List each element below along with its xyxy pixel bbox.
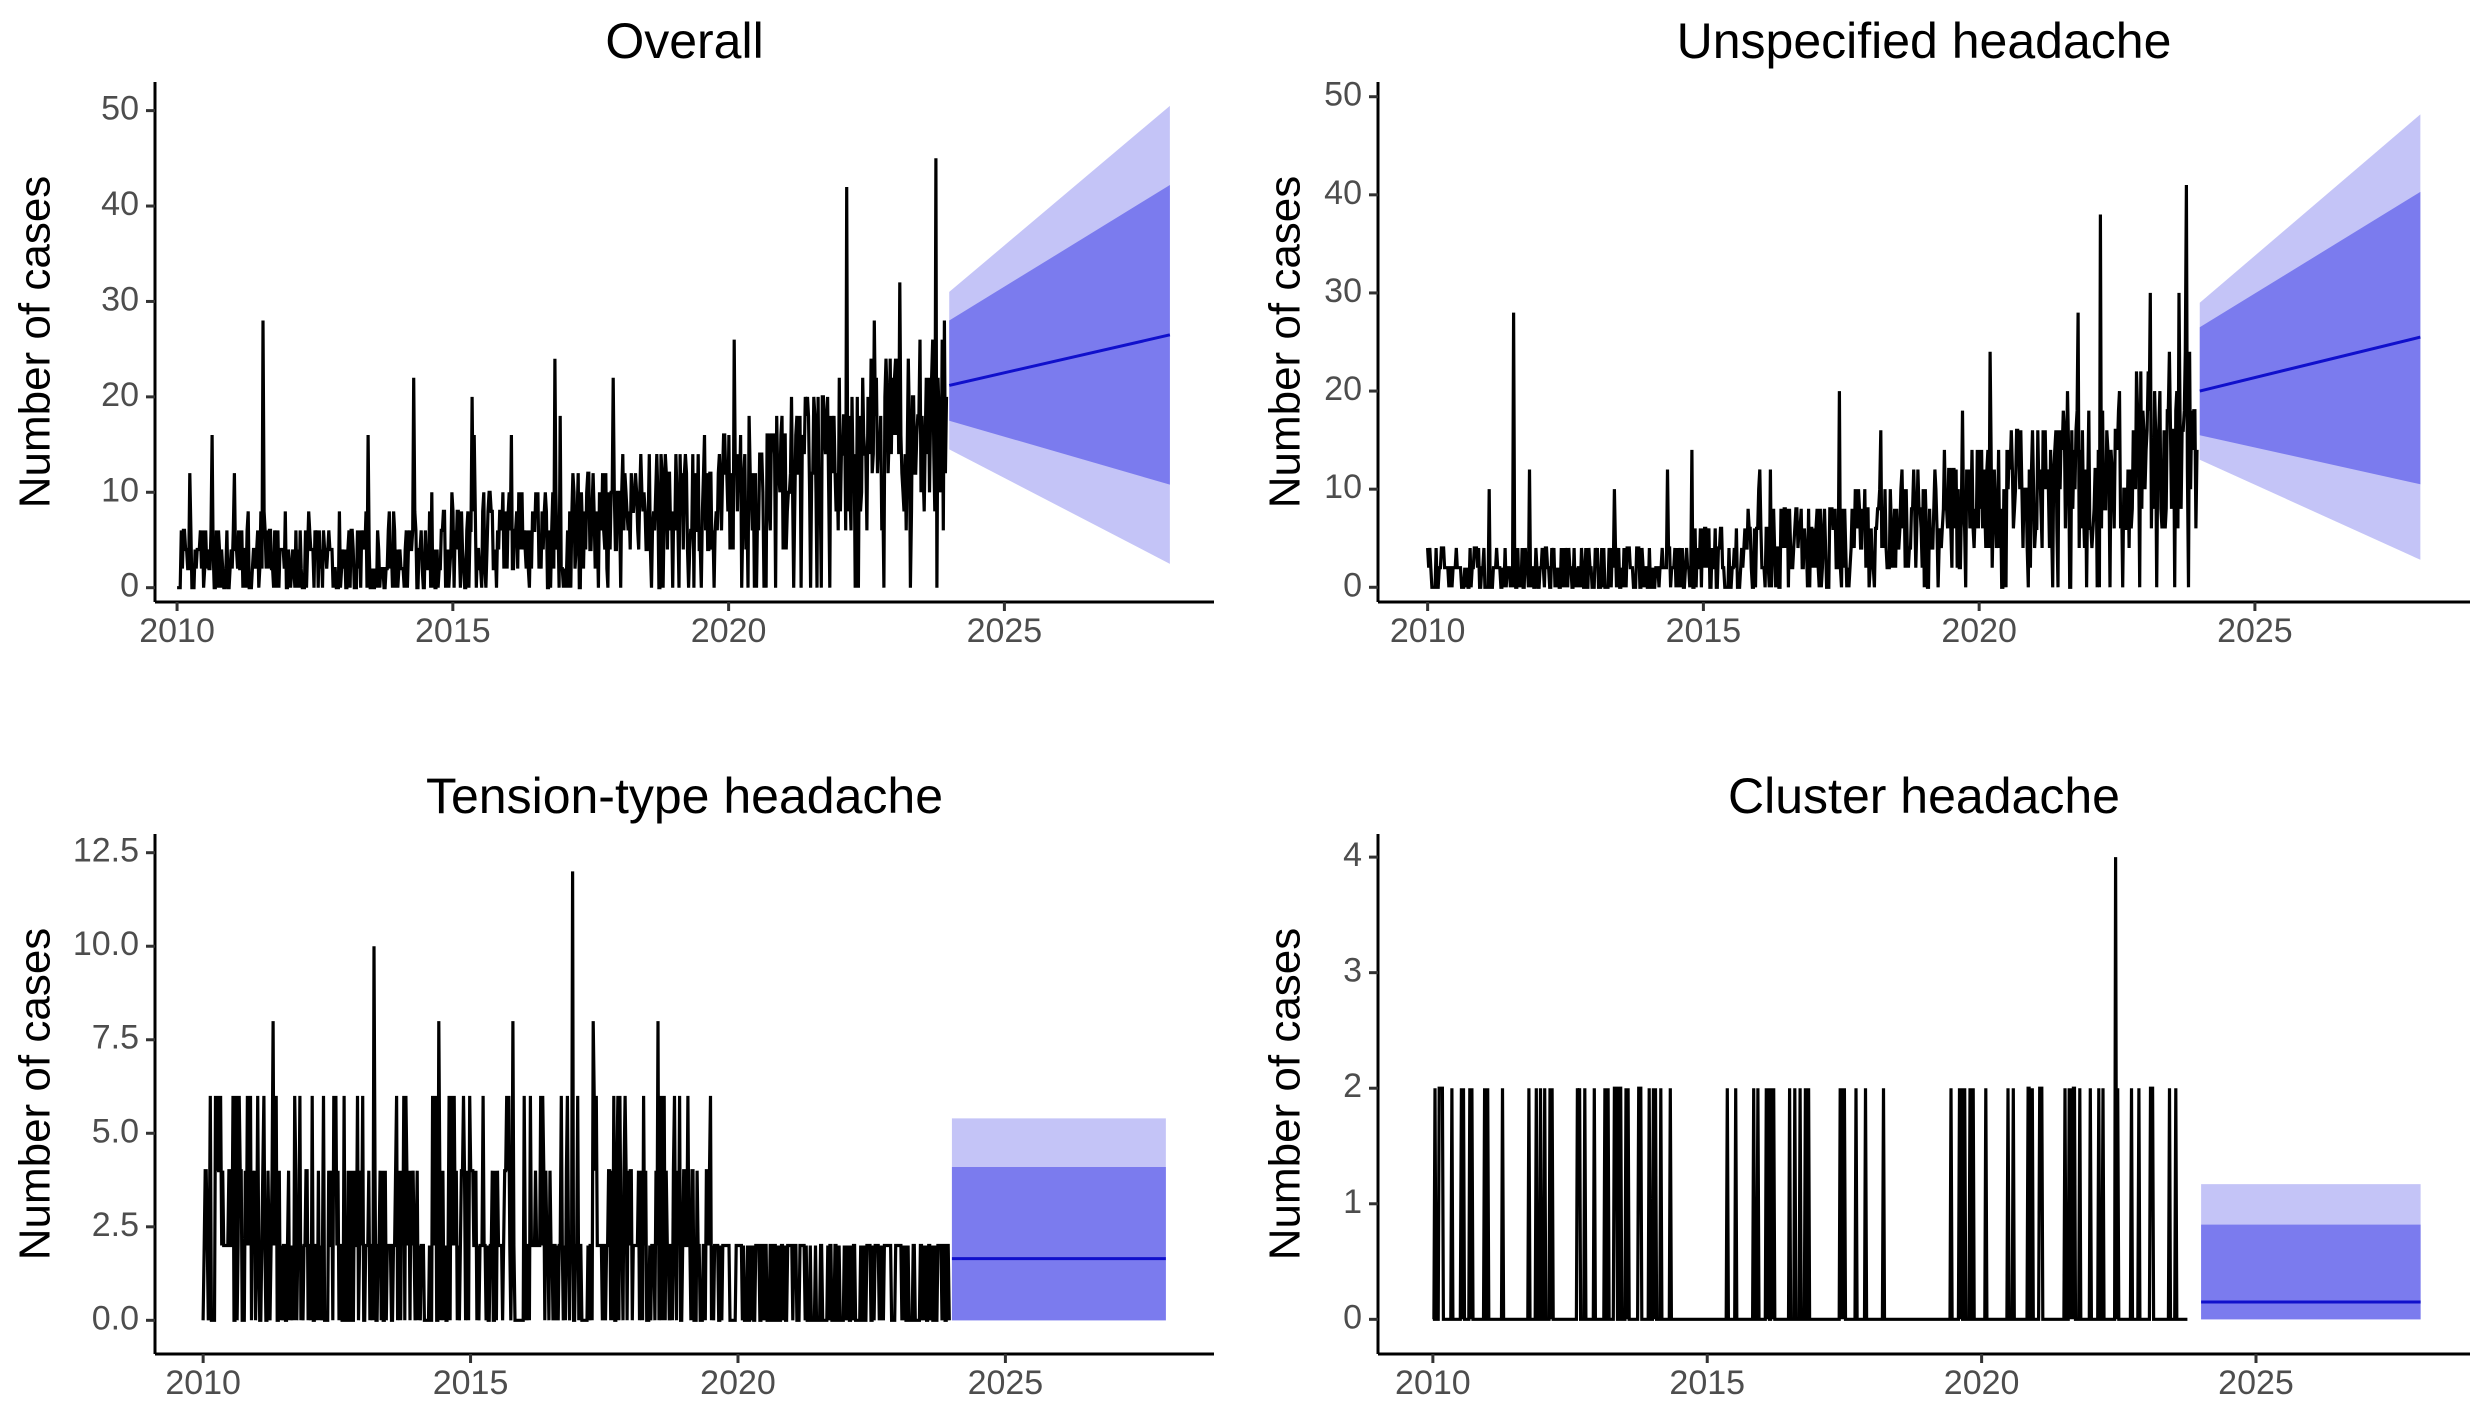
x-tick-label: 2025 [2218,1364,2294,1402]
forecast-80-band [951,1166,1166,1321]
observed-series-line [1432,857,2188,1321]
x-tick-label: 2025 [2217,612,2293,650]
x-tick-label: 2020 [691,612,767,650]
y-tick-label: 10 [101,471,139,509]
y-tick-label: 0 [1343,566,1362,604]
y-tick-label: 4 [1343,836,1362,874]
y-tick-label: 40 [101,185,139,223]
y-tick-label: 20 [101,376,139,414]
panel-3: Tension-type headache Number of cases 0.0 2… [11,768,1214,1402]
forecast-80-band [2199,191,2421,485]
y-tick-label: 40 [1324,174,1362,212]
y-axis-title: Number of cases [11,176,60,509]
y-tick-label: 2.5 [92,1206,139,1244]
y-tick-label: 3 [1343,952,1362,990]
panel-title: Cluster headache [1728,768,2120,824]
y-tick-label: 7.5 [92,1019,139,1057]
x-tick-label: 2015 [1666,612,1742,650]
forecast-80-band [2201,1224,2421,1320]
y-tick-label: 50 [101,90,139,128]
y-tick-label: 30 [1324,272,1362,310]
x-tick-label: 2010 [1390,612,1466,650]
x-tick-label: 2015 [1669,1364,1745,1402]
panel-title: Overall [605,13,763,69]
x-tick-label: 2010 [165,1364,241,1402]
y-tick-label: 10 [1324,468,1362,506]
x-tick-label: 2015 [433,1364,509,1402]
y-tick-label: 1 [1343,1183,1362,1221]
panel-title: Unspecified headache [1677,13,2172,69]
y-axis-title: Number of cases [1261,928,1310,1261]
x-tick-label: 2015 [415,612,491,650]
y-tick-label: 30 [101,280,139,318]
y-tick-label: 12.5 [73,832,139,870]
x-tick-label: 2025 [967,612,1043,650]
observed-series-line [177,158,949,590]
forecast-80-band [949,185,1170,485]
x-tick-label: 2010 [1395,1364,1471,1402]
y-tick-label: 0.0 [92,1299,139,1337]
y-axis-title: Number of cases [1261,176,1310,509]
y-tick-label: 10.0 [73,925,139,963]
panel-4: Cluster headache Number of cases 0 1 2 3 4 2010… [1261,768,2470,1402]
panel-2: Unspecified headache Number of cases 0 10 20… [1261,13,2470,650]
observed-series-line [1426,184,2199,589]
y-axis-title: Number of cases [11,928,60,1261]
x-tick-label: 2020 [700,1364,776,1402]
forecast-mean-line [948,333,1171,387]
panel-1: Overall Number of cases 0 10 20 30 40 50 2010 201… [11,13,1214,650]
panel-title: Tension-type headache [426,768,943,824]
y-tick-label: 2 [1343,1067,1362,1105]
observed-series-line [201,871,951,1322]
forecast-mean-line [2199,335,2421,393]
x-tick-label: 2020 [1941,612,2017,650]
y-tick-label: 50 [1324,76,1362,114]
y-tick-label: 20 [1324,370,1362,408]
y-tick-label: 5.0 [92,1112,139,1150]
y-tick-label: 0 [1343,1298,1362,1336]
x-tick-label: 2025 [968,1364,1044,1402]
x-tick-label: 2020 [1944,1364,2020,1402]
y-tick-label: 0 [120,567,139,605]
x-tick-label: 2010 [139,612,215,650]
